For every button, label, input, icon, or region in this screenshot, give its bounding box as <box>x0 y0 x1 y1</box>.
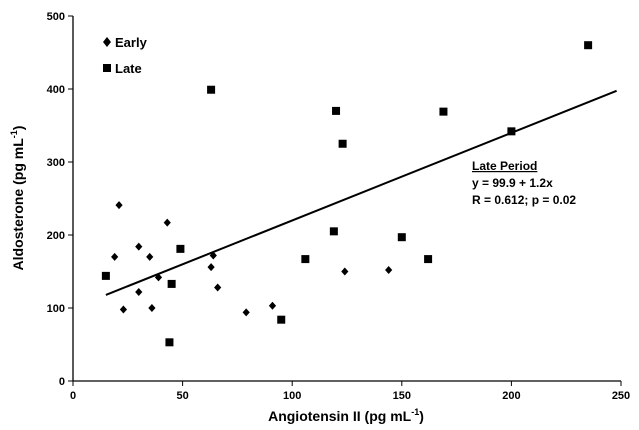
y-axis-ticks: 0 100 200 300 400 500 <box>47 11 73 388</box>
annotation-title: Late Period <box>472 159 537 173</box>
x-tick-label: 100 <box>283 390 301 402</box>
late-data-point <box>101 271 110 280</box>
x-tick-label: 250 <box>612 390 630 402</box>
y-tick-label: 300 <box>47 157 65 169</box>
early-data-point <box>385 266 393 275</box>
y-tick-label: 200 <box>47 230 65 242</box>
y-tick-label: 400 <box>47 84 65 96</box>
early-data-point <box>209 251 217 260</box>
late-data-point <box>439 107 448 116</box>
early-data-point <box>119 305 128 314</box>
early-data-point <box>207 263 215 272</box>
late-data-point <box>176 244 185 253</box>
late-data-point <box>165 338 174 347</box>
y-tick-label: 500 <box>47 11 65 23</box>
chart-axes <box>72 16 621 382</box>
regression-line <box>105 89 617 296</box>
regression-annotation: Late Period y = 99.9 + 1.2x R = 0.612; p… <box>472 159 576 207</box>
late-data-point <box>424 255 433 264</box>
late-data-point <box>167 279 176 288</box>
x-axis-ticks: 0 50 100 150 200 250 <box>70 381 630 402</box>
early-data-point <box>268 301 277 310</box>
late-data-point <box>277 315 286 324</box>
late-data-point <box>338 139 347 148</box>
early-data-point <box>135 242 143 251</box>
early-data-point <box>214 283 222 292</box>
early-data-point <box>111 252 119 261</box>
legend-early-marker <box>103 37 111 47</box>
x-axis-title-end: ) <box>419 408 424 424</box>
late-data-point <box>329 227 338 236</box>
late-data-point <box>397 233 406 242</box>
late-data-point <box>507 127 516 136</box>
x-axis-title: Angiotensin II (pg mL-1) <box>268 407 424 424</box>
early-data-point <box>148 304 156 312</box>
x-tick-label: 50 <box>176 390 188 402</box>
y-axis-title-end: ) <box>10 126 26 131</box>
y-tick-label: 0 <box>59 376 65 388</box>
trendline-group <box>105 89 617 296</box>
early-data-point <box>341 267 349 276</box>
early-data-point <box>115 201 123 210</box>
legend-late-marker <box>103 64 111 72</box>
x-tick-label: 150 <box>393 390 411 402</box>
annotation-equation: y = 99.9 + 1.2x <box>472 176 553 190</box>
annotation-statistics: R = 0.612; p = 0.02 <box>472 193 576 207</box>
legend: Early Late <box>103 35 148 76</box>
early-data-point <box>146 252 154 261</box>
data-points <box>101 41 593 347</box>
x-tick-label: 0 <box>70 390 76 402</box>
legend-early-label: Early <box>115 35 148 50</box>
late-data-point <box>301 255 310 264</box>
late-data-point <box>584 41 593 50</box>
y-axis-title: Aldosterone (pg mL-1) <box>9 126 26 271</box>
x-axis-title-exponent: -1 <box>411 407 419 417</box>
early-data-point <box>163 218 171 227</box>
early-data-point <box>135 287 143 296</box>
legend-late-label: Late <box>115 61 142 76</box>
y-tick-label: 100 <box>47 303 65 315</box>
early-data-point <box>242 308 250 317</box>
x-tick-label: 200 <box>502 390 520 402</box>
late-data-point <box>207 85 216 94</box>
late-data-point <box>332 106 341 115</box>
early-data-point <box>154 273 163 282</box>
y-axis-title-exponent: -1 <box>9 130 19 138</box>
